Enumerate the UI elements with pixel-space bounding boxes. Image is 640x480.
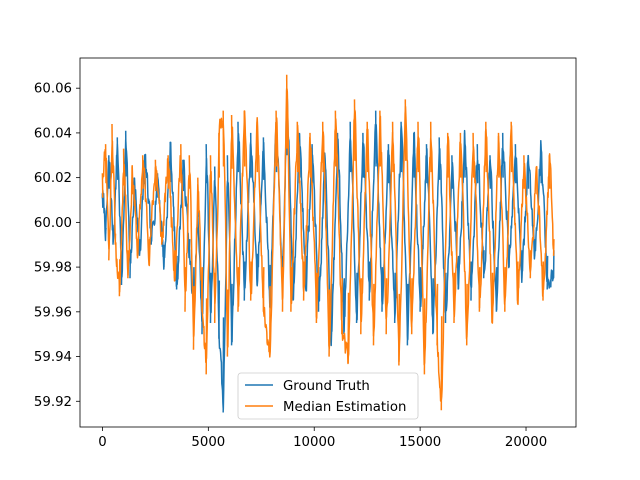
x-tick-label: 20000 (505, 435, 547, 450)
x-tick-label: 5000 (191, 435, 225, 450)
legend: Ground Truth Median Estimation (237, 372, 419, 420)
y-tick-label: 60.06 (34, 82, 72, 97)
series-line-median-estimation (101, 88, 555, 402)
legend-box (237, 372, 419, 420)
x-tick-label: 0 (98, 435, 106, 450)
plot-area (79, 57, 577, 428)
y-tick-label: 60.04 (34, 126, 72, 141)
series-peaks-median-estimation (101, 74, 555, 411)
x-tick-label: 15000 (399, 435, 441, 450)
x-tick-label: 10000 (293, 435, 335, 450)
y-tick-label: 59.92 (34, 395, 72, 410)
axes-frame (79, 57, 577, 428)
x-axis: 0 5000 10000 15000 20000 (98, 427, 547, 450)
y-tick-label: 60.00 (34, 216, 72, 231)
y-axis: 59.92 59.94 59.96 59.98 60.00 60.02 60.04 60.06 (34, 82, 80, 410)
legend-label-ground-truth: Ground Truth (283, 379, 370, 394)
y-tick-label: 60.02 (34, 171, 72, 186)
series-layer (101, 74, 555, 413)
y-tick-label: 59.96 (34, 305, 72, 320)
legend-label-median-estimation: Median Estimation (283, 400, 406, 415)
y-tick-label: 59.94 (34, 350, 72, 365)
y-tick-label: 59.98 (34, 261, 72, 276)
